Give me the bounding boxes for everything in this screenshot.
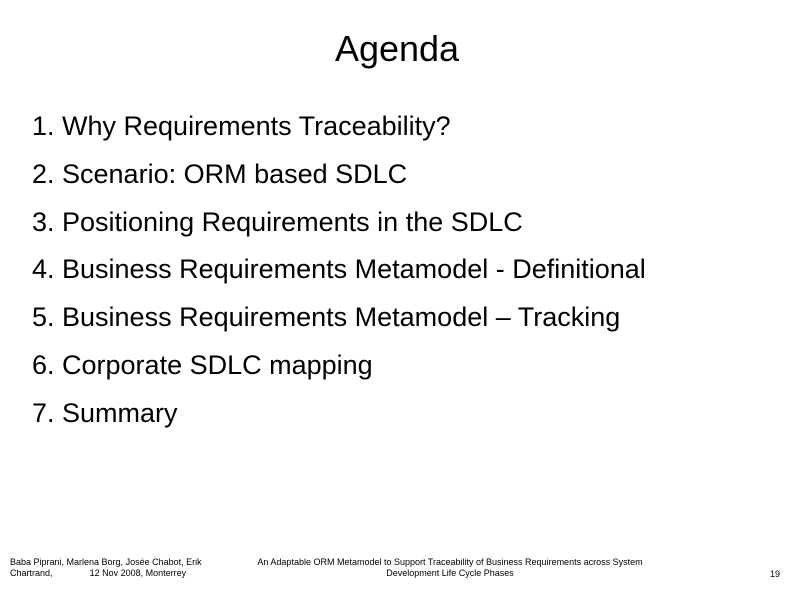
slide: Agenda 1. Why Requirements Traceability?… [0, 0, 794, 595]
agenda-item-3: 3. Positioning Requirements in the SDLC [32, 206, 762, 240]
agenda-item-2: 2. Scenario: ORM based SDLC [32, 158, 762, 192]
footer-title-line1: An Adaptable ORM Metamodel to Support Tr… [240, 557, 660, 568]
footer-authors-line1: Baba Piprani, Marlena Borg, Josée Chabot… [10, 557, 220, 568]
slide-title: Agenda [0, 28, 794, 70]
footer-authors-line2: Chartrand, 12 Nov 2008, Monterrey [10, 568, 220, 579]
agenda-item-7: 7. Summary [32, 397, 762, 431]
agenda-item-4: 4. Business Requirements Metamodel - Def… [32, 253, 762, 287]
footer-date-location: 12 Nov 2008, Monterrey [90, 568, 187, 578]
footer-authors: Baba Piprani, Marlena Borg, Josée Chabot… [10, 557, 220, 579]
agenda-item-5: 5. Business Requirements Metamodel – Tra… [32, 301, 762, 335]
footer-title-line2: Development Life Cycle Phases [240, 568, 660, 579]
agenda-item-6: 6. Corporate SDLC mapping [32, 349, 762, 383]
agenda-item-1: 1. Why Requirements Traceability? [32, 110, 762, 144]
footer-author-last: Chartrand, [10, 568, 53, 578]
agenda-list: 1. Why Requirements Traceability? 2. Sce… [32, 110, 762, 444]
page-number: 19 [740, 569, 780, 579]
footer-title: An Adaptable ORM Metamodel to Support Tr… [240, 557, 660, 579]
